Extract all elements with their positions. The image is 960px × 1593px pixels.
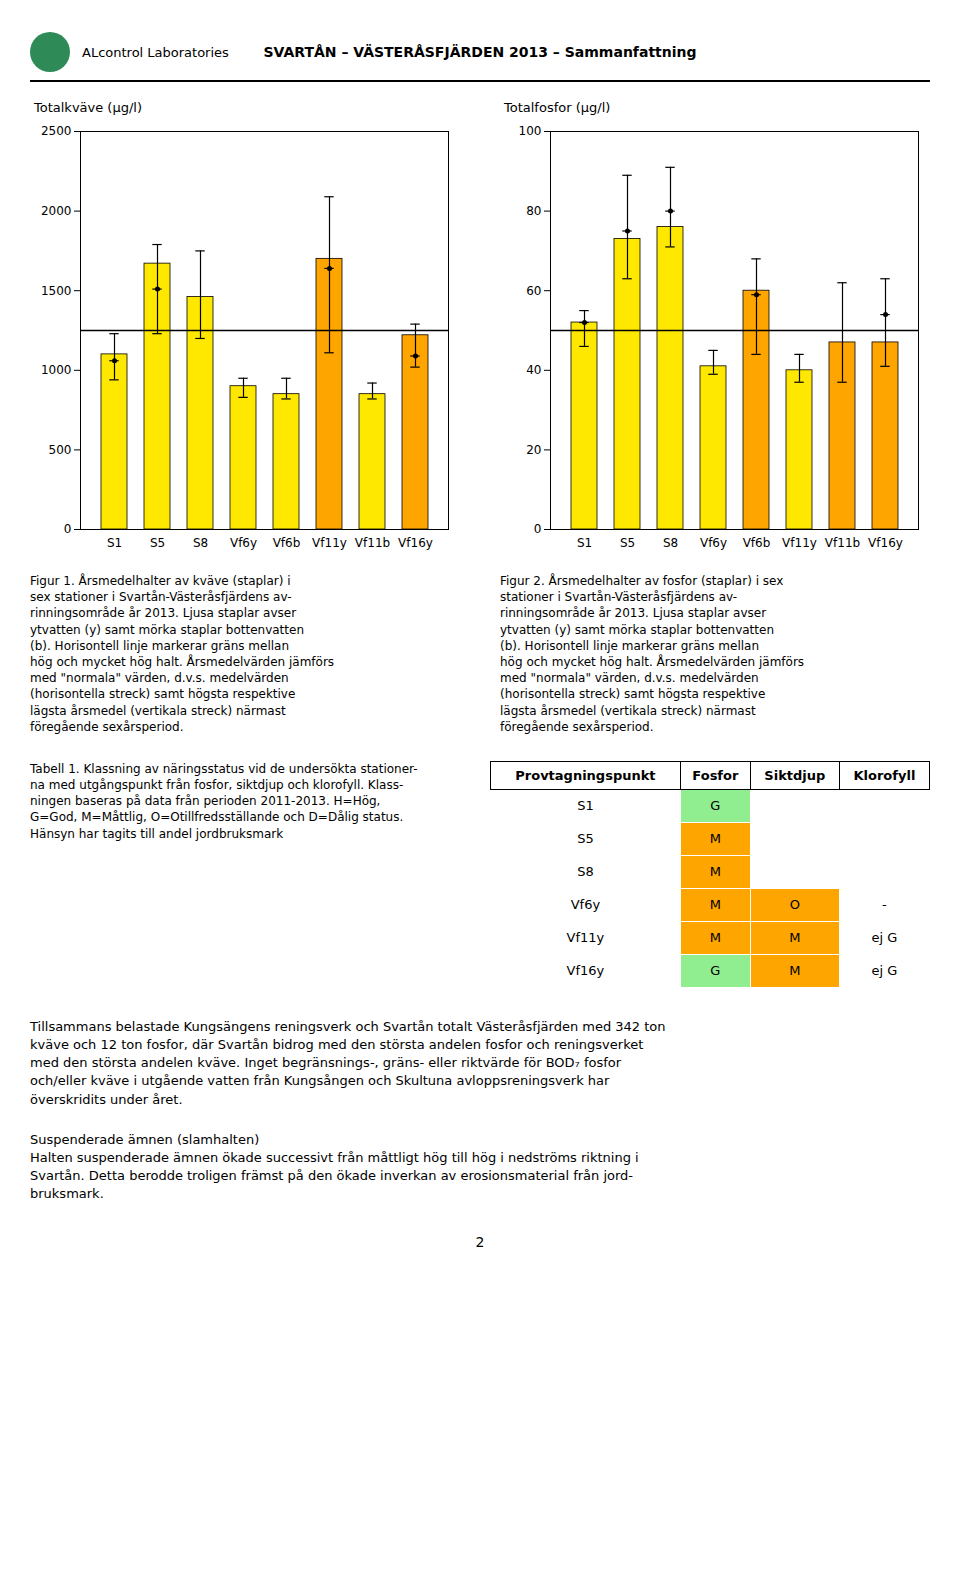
svg-text:Vf6y: Vf6y bbox=[700, 536, 727, 550]
svg-text:S8: S8 bbox=[193, 536, 208, 550]
html-text:Vf6y: Vf6y bbox=[570, 897, 601, 913]
html-text:M: M bbox=[709, 897, 721, 913]
html-text:Tabell 1. Klassning av närings: Tabell 1. Klassning av näringsstatus vid… bbox=[30, 761, 418, 841]
html-text:G: G bbox=[710, 963, 721, 979]
svg-text:S8: S8 bbox=[663, 536, 678, 550]
html-text:M: M bbox=[789, 963, 801, 979]
html-text:Klorofyll: Klorofyll bbox=[853, 767, 916, 783]
svg-text:2000: 2000 bbox=[41, 204, 72, 218]
svg-text:Vf11y: Vf11y bbox=[312, 536, 347, 550]
html-text:2: 2 bbox=[475, 1233, 485, 1250]
svg-text:Vf11b: Vf11b bbox=[355, 536, 390, 550]
svg-text:0: 0 bbox=[64, 522, 72, 536]
html-text:Vf16y: Vf16y bbox=[566, 963, 605, 979]
html-text:Siktdjup: Siktdjup bbox=[764, 767, 826, 783]
svg-text:S1: S1 bbox=[577, 536, 592, 550]
svg-text:Vf11y: Vf11y bbox=[782, 536, 817, 550]
svg-text:Vf16y: Vf16y bbox=[398, 536, 433, 550]
html-text:M: M bbox=[709, 831, 721, 847]
html-text:Suspenderade ämnen (slamhalten: Suspenderade ämnen (slamhalten) Halten s… bbox=[30, 1131, 639, 1202]
html-text:Tillsammans belastade Kungsäng: Tillsammans belastade Kungsängens rening… bbox=[30, 1018, 666, 1107]
svg-text:Vf6y: Vf6y bbox=[230, 536, 257, 550]
html-text:S8: S8 bbox=[577, 864, 594, 880]
html-text:M: M bbox=[709, 864, 721, 880]
svg-text:Vf6b: Vf6b bbox=[743, 536, 771, 550]
html-text:Totalkväve (µg/l): Totalkväve (µg/l) bbox=[34, 100, 142, 115]
html-text:Provtagningspunkt: Provtagningspunkt bbox=[515, 767, 656, 783]
html-text:S5: S5 bbox=[577, 831, 594, 847]
svg-text:500: 500 bbox=[49, 443, 72, 457]
html-text:M: M bbox=[789, 930, 801, 946]
html-text:ej G: ej G bbox=[871, 930, 898, 946]
svg-text:0: 0 bbox=[534, 522, 542, 536]
html-text:Vf11y: Vf11y bbox=[566, 930, 605, 946]
svg-text:1500: 1500 bbox=[41, 284, 72, 298]
svg-text:S5: S5 bbox=[150, 536, 165, 550]
html-text:SVARTÅN – VÄSTERÅSFJÄRDEN 2013: SVARTÅN – VÄSTERÅSFJÄRDEN 2013 – Sammanf… bbox=[263, 44, 697, 60]
html-text:Figur 1. Årsmedelhalter av kvä: Figur 1. Årsmedelhalter av kväve (stapla… bbox=[30, 574, 335, 734]
html-text:Totalfosfor (µg/l): Totalfosfor (µg/l) bbox=[504, 100, 611, 115]
svg-text:60: 60 bbox=[526, 284, 541, 298]
svg-text:1000: 1000 bbox=[41, 363, 72, 377]
html-text:ALcontrol Laboratories: ALcontrol Laboratories bbox=[82, 44, 229, 60]
svg-text:100: 100 bbox=[519, 124, 542, 138]
svg-text:2500: 2500 bbox=[41, 124, 72, 138]
html-text:M: M bbox=[709, 930, 721, 946]
html-text:G: G bbox=[710, 798, 721, 814]
svg-text:S1: S1 bbox=[107, 536, 122, 550]
svg-text:80: 80 bbox=[526, 204, 541, 218]
html-text:Fosfor: Fosfor bbox=[692, 767, 739, 783]
html-text:S1: S1 bbox=[577, 798, 594, 814]
html-text:Figur 2. Årsmedelhalter av fos: Figur 2. Årsmedelhalter av fosfor (stapl… bbox=[500, 574, 805, 734]
svg-text:20: 20 bbox=[526, 443, 541, 457]
html-text:O: O bbox=[789, 897, 800, 913]
svg-text:Vf6b: Vf6b bbox=[273, 536, 301, 550]
svg-text:Vf11b: Vf11b bbox=[825, 536, 860, 550]
svg-text:Vf16y: Vf16y bbox=[868, 536, 903, 550]
svg-text:40: 40 bbox=[526, 363, 541, 377]
html-text:ej G: ej G bbox=[871, 963, 898, 979]
svg-text:S5: S5 bbox=[620, 536, 635, 550]
